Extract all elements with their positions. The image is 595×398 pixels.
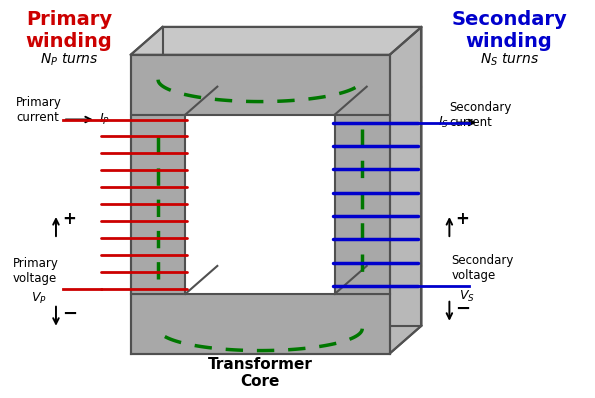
- Text: +: +: [455, 210, 469, 228]
- Text: $I_P$: $I_P$: [99, 112, 109, 127]
- Polygon shape: [367, 87, 421, 266]
- Polygon shape: [162, 27, 421, 87]
- Text: $N_P$ turns: $N_P$ turns: [39, 52, 98, 68]
- Text: Secondary
voltage: Secondary voltage: [452, 254, 513, 282]
- Polygon shape: [335, 87, 367, 294]
- Text: +: +: [62, 210, 76, 228]
- Text: −: −: [455, 300, 471, 318]
- Polygon shape: [390, 27, 421, 353]
- Polygon shape: [162, 87, 217, 266]
- Text: $V_P$: $V_P$: [31, 291, 47, 306]
- Text: Transformer
Core: Transformer Core: [208, 357, 312, 389]
- Polygon shape: [131, 55, 390, 115]
- Text: Primary
current: Primary current: [16, 96, 62, 124]
- Text: Primary
voltage: Primary voltage: [13, 257, 59, 285]
- Polygon shape: [186, 87, 367, 115]
- Polygon shape: [131, 27, 421, 55]
- Polygon shape: [186, 115, 335, 294]
- Text: $V_S$: $V_S$: [459, 289, 475, 304]
- Text: $I_S$: $I_S$: [439, 115, 449, 130]
- Text: $N_S$ turns: $N_S$ turns: [480, 52, 538, 68]
- Polygon shape: [162, 266, 421, 326]
- Polygon shape: [335, 115, 390, 294]
- Text: −: −: [62, 305, 77, 323]
- Text: Secondary
current: Secondary current: [449, 101, 512, 129]
- Text: Primary
winding: Primary winding: [26, 10, 112, 51]
- Polygon shape: [131, 294, 390, 353]
- Text: Magnetic
Flux, Φ: Magnetic Flux, Φ: [228, 65, 308, 97]
- Polygon shape: [131, 115, 186, 294]
- Polygon shape: [186, 266, 367, 294]
- Text: Secondary
winding: Secondary winding: [451, 10, 567, 51]
